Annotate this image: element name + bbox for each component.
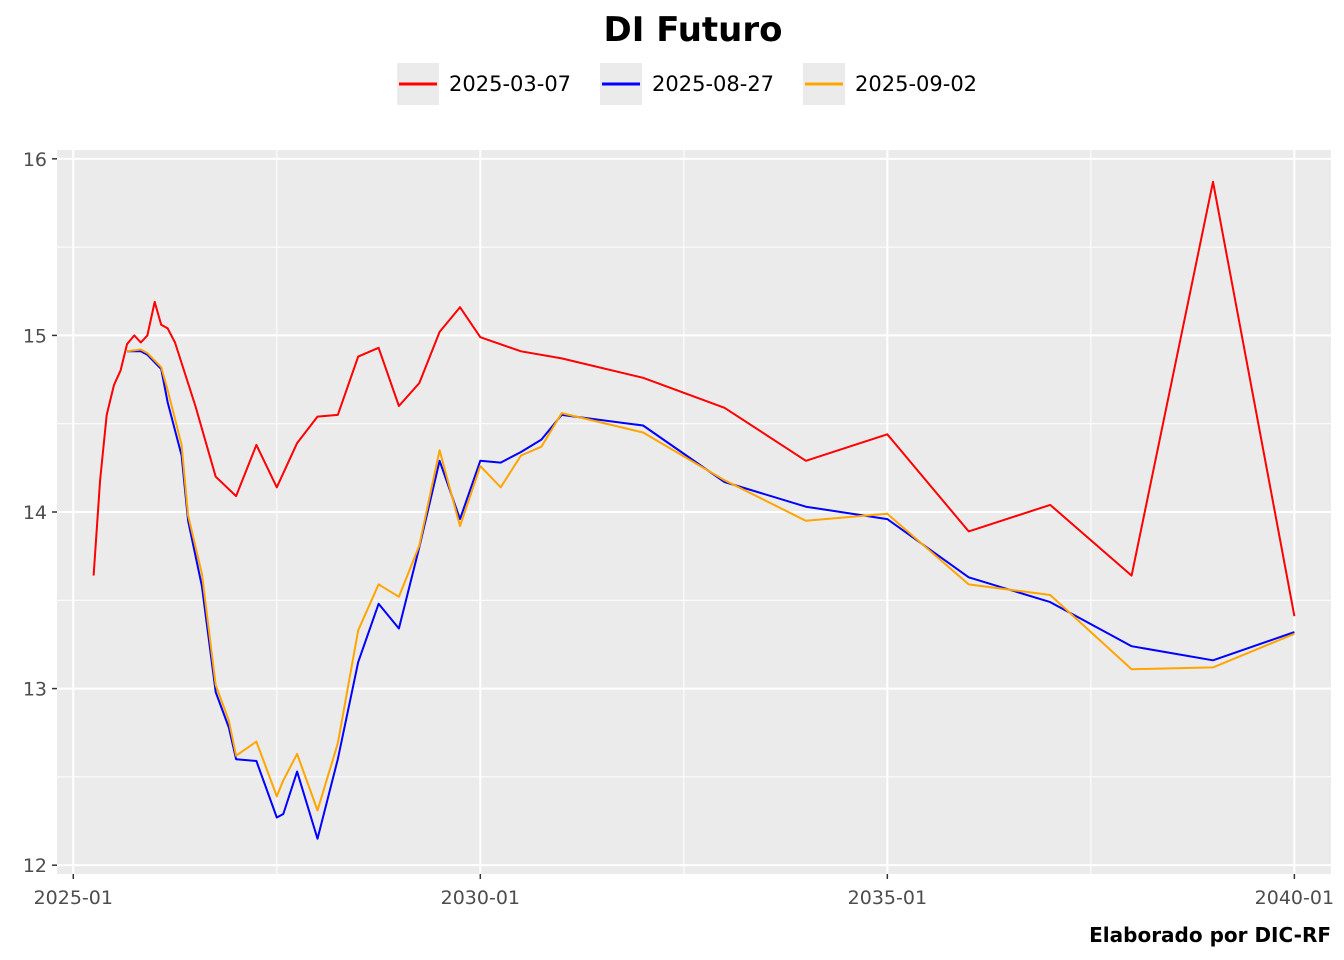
- legend-label: 2025-03-07: [449, 72, 571, 96]
- series-line-2025-03-07: [92, 180, 1296, 617]
- x-tick-label: 2040-01: [1255, 887, 1334, 909]
- y-tick-label: 16: [23, 149, 47, 171]
- x-axis: 2025-01 2030-01 2035-01 2040-01: [34, 874, 1334, 909]
- legend-label: 2025-09-02: [855, 72, 977, 96]
- legend-label: 2025-08-27: [652, 72, 774, 96]
- y-axis: 12 13 14 15 16: [23, 149, 57, 877]
- y-tick-label: 13: [23, 679, 47, 701]
- x-tick-label: 2025-01: [34, 887, 113, 909]
- chart-title: DI Futuro: [603, 10, 782, 50]
- x-tick-label: 2035-01: [848, 887, 927, 909]
- series-layer: [92, 180, 1296, 840]
- series-line-2025-08-27: [127, 350, 1295, 840]
- legend: 2025-03-07 2025-08-27 2025-09-02: [397, 63, 977, 105]
- y-tick-label: 15: [23, 325, 47, 347]
- chart-caption: Elaborado por DIC-RF: [1089, 923, 1331, 947]
- x-tick-label: 2030-01: [441, 887, 520, 909]
- series-line-2025-09-02: [126, 348, 1295, 812]
- y-tick-label: 14: [23, 502, 47, 524]
- grid-major: [57, 150, 1331, 874]
- y-tick-label: 12: [23, 855, 47, 877]
